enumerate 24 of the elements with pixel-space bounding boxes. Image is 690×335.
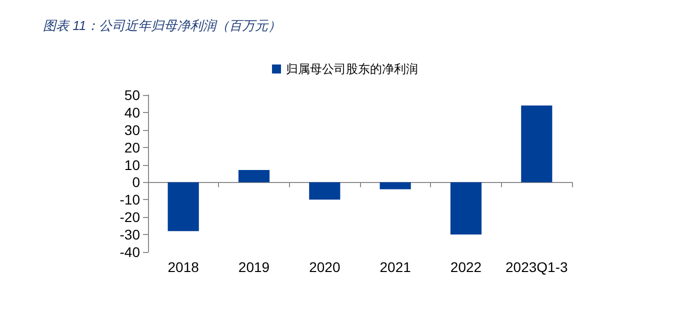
x-tick-label: 2018 — [168, 259, 200, 275]
y-tick-label: 30 — [124, 122, 140, 138]
chart-title: 图表 11：公司近年归母净利润（百万元） — [43, 18, 282, 33]
bar — [309, 182, 340, 200]
legend-label: 归属母公司股东的净利润 — [286, 62, 418, 76]
y-tick-label: -10 — [120, 192, 140, 208]
y-tick-label: 10 — [124, 156, 140, 173]
x-tick-label: 2020 — [309, 259, 340, 275]
x-tick-label: 2023Q1-3 — [506, 259, 568, 275]
y-tick-label: -20 — [120, 209, 140, 226]
bar — [238, 170, 270, 182]
y-tick-label: 0 — [132, 174, 140, 190]
bar — [450, 182, 482, 235]
y-tick-label: -30 — [120, 226, 140, 243]
y-tick-label: 40 — [124, 104, 140, 120]
bar — [521, 105, 552, 182]
bar — [168, 182, 199, 232]
x-tick-label: 2021 — [380, 259, 412, 275]
bar — [380, 182, 411, 190]
y-tick-label: 50 — [124, 87, 140, 103]
x-tick-label: 2022 — [450, 259, 482, 275]
y-tick-label: 20 — [124, 139, 140, 156]
y-tick-label: -40 — [120, 244, 140, 260]
x-tick-label: 2019 — [238, 259, 270, 275]
